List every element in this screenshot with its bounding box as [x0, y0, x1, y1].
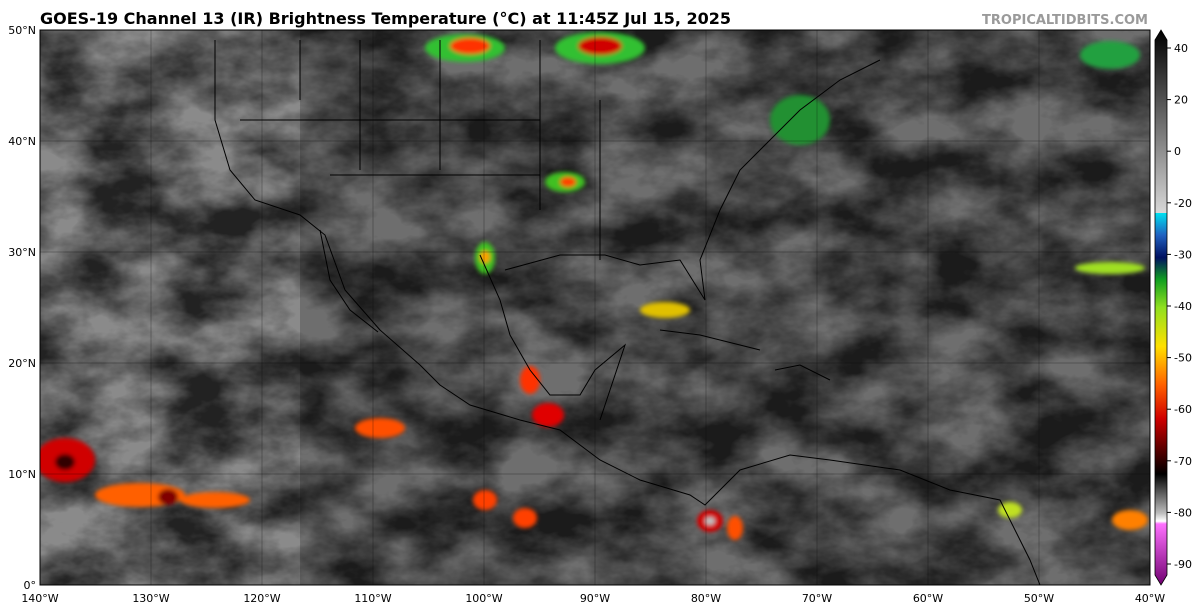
- colorbar-label: 20: [1174, 94, 1188, 107]
- colorbar-label: -80: [1174, 506, 1192, 519]
- title: GOES-19 Channel 13 (IR) Brightness Tempe…: [40, 9, 731, 28]
- watermark: TROPICALTIDBITS.COM: [982, 13, 1148, 28]
- lon-label: 70°W: [802, 592, 832, 605]
- lon-label: 60°W: [913, 592, 943, 605]
- lat-label: 40°N: [8, 135, 36, 148]
- coastlines: [214, 40, 1041, 585]
- lat-label: 50°N: [8, 24, 36, 37]
- colorbar-label: -90: [1174, 558, 1192, 571]
- lon-label: 100°W: [465, 592, 502, 605]
- lon-label: 110°W: [354, 592, 391, 605]
- lat-label: 20°N: [8, 357, 36, 370]
- colorbar-label: 40: [1174, 42, 1188, 55]
- colorbar-label: -20: [1174, 197, 1192, 210]
- lon-label: 80°W: [691, 592, 721, 605]
- colorbar-label: -70: [1174, 455, 1192, 468]
- convection: [40, 32, 1148, 540]
- lon-label: 50°W: [1024, 592, 1054, 605]
- colorbar-label: -60: [1174, 403, 1192, 416]
- lon-label: 40°W: [1135, 592, 1165, 605]
- map-frame: [39, 29, 1151, 586]
- lon-label: 90°W: [580, 592, 610, 605]
- lon-label: 120°W: [243, 592, 280, 605]
- lon-label: 130°W: [132, 592, 169, 605]
- colorbar-ticks: 40 20 0 -20 -30 -40 -50 -60 -70 -80 -90: [1167, 42, 1192, 571]
- lat-label: 30°N: [8, 246, 36, 259]
- colorbar-label: -30: [1174, 248, 1192, 261]
- lat-label: 0°: [24, 579, 37, 592]
- lat-label: 10°N: [8, 468, 36, 481]
- colorbar-label: -40: [1174, 300, 1192, 313]
- colorbar: [1154, 29, 1168, 586]
- imagery: [40, 30, 1150, 585]
- colorbar-label: -50: [1174, 352, 1192, 365]
- colorbar-label: 0: [1174, 145, 1181, 158]
- lon-label: 140°W: [21, 592, 58, 605]
